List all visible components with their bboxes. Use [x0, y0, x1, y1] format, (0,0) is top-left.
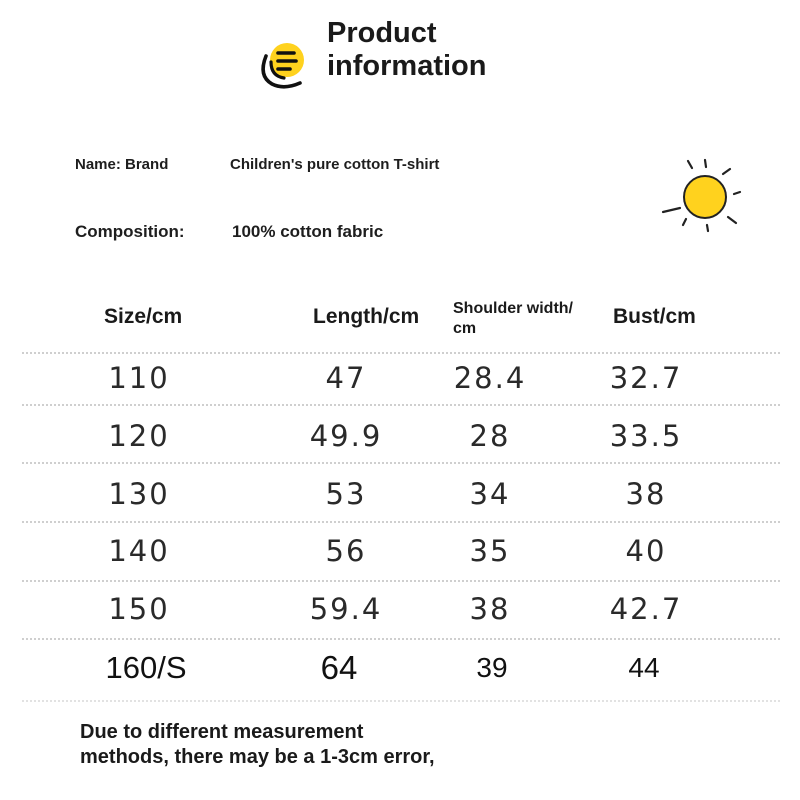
sun-icon [661, 158, 742, 233]
header-shoulder-line-2: cm [453, 320, 477, 337]
shoulder-cell: 35 [469, 534, 511, 568]
bust-cell: 33.5 [609, 419, 683, 453]
table-row: 120 49.9 28 33.5 [0, 416, 800, 456]
header-size: Size/cm [104, 305, 183, 328]
measurement-note-line-2: methods, there may be a 1-3cm error, [80, 746, 435, 768]
length-cell: 53 [325, 477, 367, 511]
size-cell: 150 [108, 592, 170, 626]
table-row: 110 47 28.4 32.7 [0, 358, 800, 398]
header-length: Length/cm [313, 305, 420, 328]
name-value: Children's pure cotton T-shirt [230, 156, 440, 173]
length-cell: 64 [320, 649, 358, 686]
page-title-line-1: Product [327, 17, 437, 49]
size-cell: 130 [108, 477, 170, 511]
measurement-note: Due to different measurement methods, th… [80, 720, 435, 770]
table-row: 130 53 34 38 [0, 474, 800, 514]
table-row: 140 56 35 40 [0, 531, 800, 571]
shoulder-cell: 28 [469, 419, 511, 453]
row-divider [22, 638, 780, 640]
shoulder-cell: 39 [476, 652, 508, 683]
row-divider [22, 462, 780, 464]
table-row: 150 59.4 38 42.7 [0, 589, 800, 629]
size-cell: 160/S [105, 650, 187, 685]
page-title-line-2: information [327, 50, 487, 82]
bust-cell: 44 [628, 652, 660, 683]
bust-cell: 42.7 [609, 592, 683, 626]
length-cell: 56 [325, 534, 367, 568]
size-cell: 140 [108, 534, 170, 568]
shoulder-cell: 34 [469, 477, 511, 511]
row-divider [22, 700, 780, 702]
shoulder-cell: 38 [469, 592, 511, 626]
header-shoulder-line-1: Shoulder width/ [453, 300, 573, 317]
row-divider [22, 352, 780, 354]
bust-cell: 32.7 [609, 361, 683, 395]
bust-cell: 40 [625, 534, 667, 568]
composition-value: 100% cotton fabric [232, 222, 384, 241]
bust-cell: 38 [625, 477, 667, 511]
shoulder-cell: 28.4 [453, 361, 527, 395]
size-cell: 110 [108, 361, 170, 395]
length-cell: 59.4 [309, 592, 383, 626]
row-divider [22, 580, 780, 582]
composition-label: Composition: [75, 222, 185, 241]
header-bust: Bust/cm [613, 305, 696, 328]
length-cell: 47 [325, 361, 367, 395]
measurement-note-line-1: Due to different measurement [80, 721, 364, 743]
row-divider [22, 404, 780, 406]
document-list-icon [261, 43, 304, 89]
name-label: Name: Brand [75, 156, 169, 173]
page-title: Product information [327, 17, 487, 83]
table-row: 160/S 64 39 44 [0, 648, 800, 688]
header-shoulder-width: Shoulder width/ cm [453, 299, 573, 339]
size-cell: 120 [108, 419, 170, 453]
length-cell: 49.9 [309, 419, 383, 453]
row-divider [22, 521, 780, 523]
